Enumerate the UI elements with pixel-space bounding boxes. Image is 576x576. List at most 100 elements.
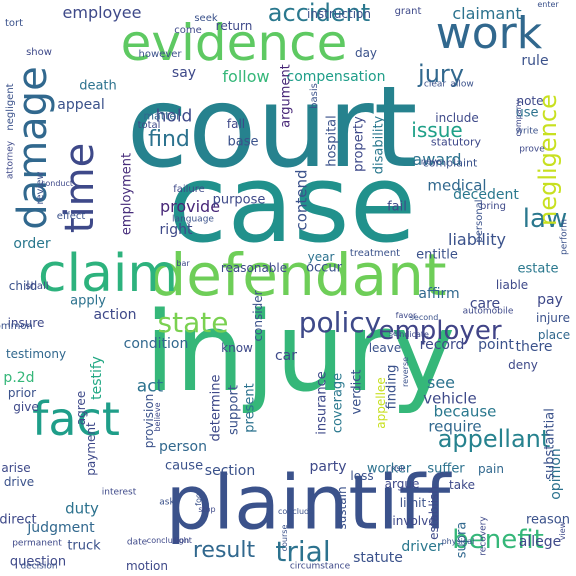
word-determine: determine [208, 374, 224, 442]
word-ask: ask [159, 497, 175, 508]
word-motion: motion [125, 559, 169, 573]
word-benefit: benefit [452, 525, 544, 555]
word-case: case [167, 142, 417, 267]
word-fact: fact [32, 392, 120, 446]
word-injure: injure [536, 311, 570, 325]
word-year: year [307, 250, 335, 264]
word-accident: accident [267, 0, 371, 27]
word-insurance: insurance [314, 371, 330, 435]
word-appeal: appeal [57, 97, 105, 113]
word-payment: payment [84, 422, 98, 476]
word-result: result [192, 538, 256, 563]
word-policy: policy [298, 306, 382, 339]
word-see: see [426, 373, 456, 392]
word-company: company [514, 99, 523, 137]
word-there: there [515, 339, 553, 355]
word-care: care [469, 296, 501, 312]
word-person: person [159, 439, 207, 455]
word-suffer: suffer [427, 461, 465, 477]
word-driver: driver [401, 539, 443, 555]
word-review: review [35, 171, 46, 205]
word-light: light [174, 536, 192, 545]
word-argue: argue [384, 477, 420, 491]
word-employee: employee [62, 3, 142, 22]
word-conclude: conclude [277, 507, 315, 516]
word-find: find [148, 127, 190, 152]
word-hold: hold [155, 106, 193, 127]
word-employer: employer [378, 316, 502, 346]
word-return: return [215, 19, 253, 33]
word-treatment: treatment [349, 248, 401, 259]
word-substantial: substantial [542, 408, 558, 480]
word-plaintiff: plaintiff [165, 458, 451, 547]
word-act: act [136, 376, 164, 397]
word-defendant: defendant [149, 241, 447, 309]
word-come: come [174, 25, 202, 36]
word-place: place [537, 328, 571, 342]
word-deny: deny [508, 358, 538, 372]
word-show: show [26, 47, 52, 58]
word-note: note [516, 94, 544, 108]
word-new: new [420, 157, 440, 168]
word-reason: reason [526, 512, 570, 528]
word-enter: enter [537, 0, 559, 9]
word-work: work [435, 8, 543, 59]
word-favor: favor [395, 311, 417, 320]
word-establish: establish [427, 486, 441, 540]
word-fail: fail [387, 199, 407, 215]
word-believe: believe [153, 402, 162, 432]
word-perform: perform [559, 219, 570, 255]
word-complaint: complaint [422, 156, 478, 170]
word-medical: medical [427, 176, 487, 195]
word-tort: tort [4, 18, 24, 29]
word-consider: consider [251, 290, 265, 342]
word-car: car [274, 348, 298, 364]
word-say: say [171, 65, 197, 81]
word-compensation: compensation [286, 69, 386, 85]
word-fall: fall [226, 117, 246, 131]
word-shall: shall [25, 281, 49, 292]
word-appellee: appellee [374, 377, 388, 429]
word-evidence: evidence [120, 14, 348, 72]
word-state: state [157, 306, 229, 339]
word-seek: seek [194, 13, 218, 24]
word-take: take [449, 478, 475, 492]
word-purpose: purpose [212, 192, 266, 208]
word-date: date [126, 537, 148, 548]
word-right: right [159, 222, 193, 238]
word-total: total [137, 120, 161, 131]
word-involve: involve [392, 514, 436, 528]
word-conduct: conduct [40, 179, 74, 188]
word-testify: testify [89, 356, 105, 400]
word-recovery: recovery [478, 516, 489, 556]
word-conclusion: conclusion [146, 536, 190, 545]
word-appellant: appellant [437, 425, 551, 453]
word-action: action [93, 307, 137, 323]
word-damage: damage [10, 66, 56, 230]
word-liable: liable [495, 278, 529, 292]
word-stop: stop [198, 505, 216, 514]
word-allege: allege [518, 534, 562, 550]
word-condition: condition [123, 336, 189, 352]
word-entitle: entitle [416, 247, 458, 263]
word-interest: interest [101, 487, 137, 498]
word-limit: limit [399, 496, 427, 510]
word-because: because [433, 402, 497, 421]
word-bring: bring [480, 201, 506, 212]
word-insure: insure [7, 316, 45, 330]
word-leave: leave [368, 341, 402, 355]
word-negligent: negligent [5, 83, 16, 131]
word-agree: agree [74, 390, 88, 426]
word-claim: claim [37, 244, 179, 304]
word-question: question [9, 554, 67, 570]
word-p-2d: p.2d [3, 370, 35, 386]
word-write: write [515, 126, 539, 137]
word-coverage: coverage [330, 372, 346, 434]
word-follow: follow [222, 67, 270, 86]
word-require: require [428, 417, 482, 436]
word-vehicle: vehicle [423, 389, 477, 408]
word-disability: disability [371, 115, 387, 175]
word-matter: matter [143, 109, 181, 123]
word-second: second [409, 313, 439, 322]
